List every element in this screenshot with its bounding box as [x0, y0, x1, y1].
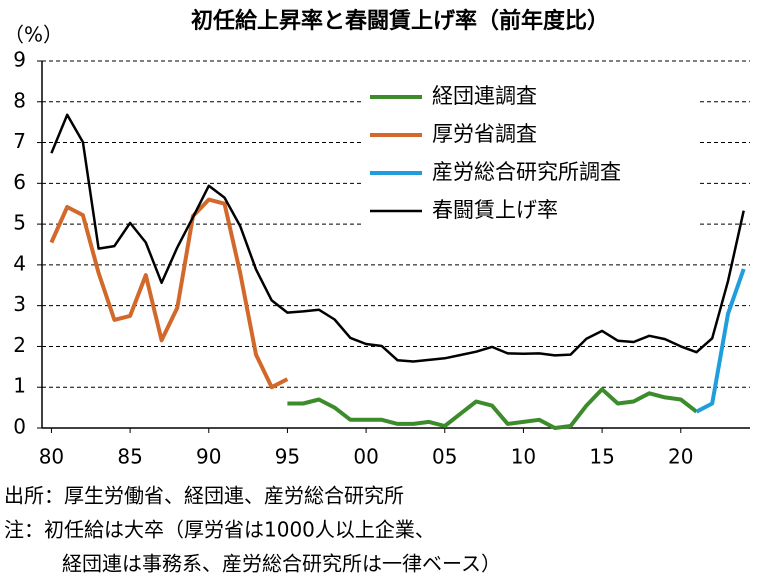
series-line [49, 197, 289, 390]
series-line [287, 387, 698, 430]
y-tick-label: 3 [13, 292, 26, 316]
x-tick-label: 85 [117, 445, 142, 469]
series-line [50, 113, 745, 363]
x-tick-label: 15 [589, 445, 614, 469]
y-tick-label: 9 [13, 48, 26, 72]
y-tick-label: 7 [13, 129, 26, 153]
x-tick-label: 10 [511, 445, 536, 469]
x-tick-label: 20 [668, 445, 693, 469]
x-tick-label: 00 [353, 445, 378, 469]
legend-label: 春闘賃上げ率 [432, 198, 558, 222]
y-tick-label: 2 [13, 333, 26, 357]
x-tick-label: 90 [196, 445, 221, 469]
legend-label: 経団連調査 [432, 84, 537, 108]
x-tick-label: 80 [39, 445, 64, 469]
y-tick-label: 0 [13, 415, 26, 439]
y-tick-label: 4 [13, 251, 26, 275]
note: 経団連は事務系、産労総合研究所は一律ベース） [62, 552, 501, 576]
y-tick-label: 5 [13, 211, 26, 235]
source: 出所：厚生労働省、経団連、産労総合研究所 [4, 484, 404, 508]
x-tick-label: 05 [432, 445, 457, 469]
legend-label: 厚労省調査 [432, 122, 537, 146]
legend-label: 産労総合研究所調査 [432, 160, 621, 184]
y-tick-label: 1 [13, 374, 26, 398]
chart-title: 初任給上昇率と春闘賃上げ率（前年度比） [191, 8, 609, 34]
note: 注：初任給は大卒（厚労省は1000人以上企業、 [4, 518, 435, 542]
y-axis-label: （%） [4, 23, 63, 47]
legend-box [362, 78, 697, 232]
x-tick-label: 95 [275, 445, 300, 469]
y-tick-label: 6 [13, 170, 26, 194]
series-line [695, 268, 746, 414]
y-tick-label: 8 [13, 88, 26, 112]
